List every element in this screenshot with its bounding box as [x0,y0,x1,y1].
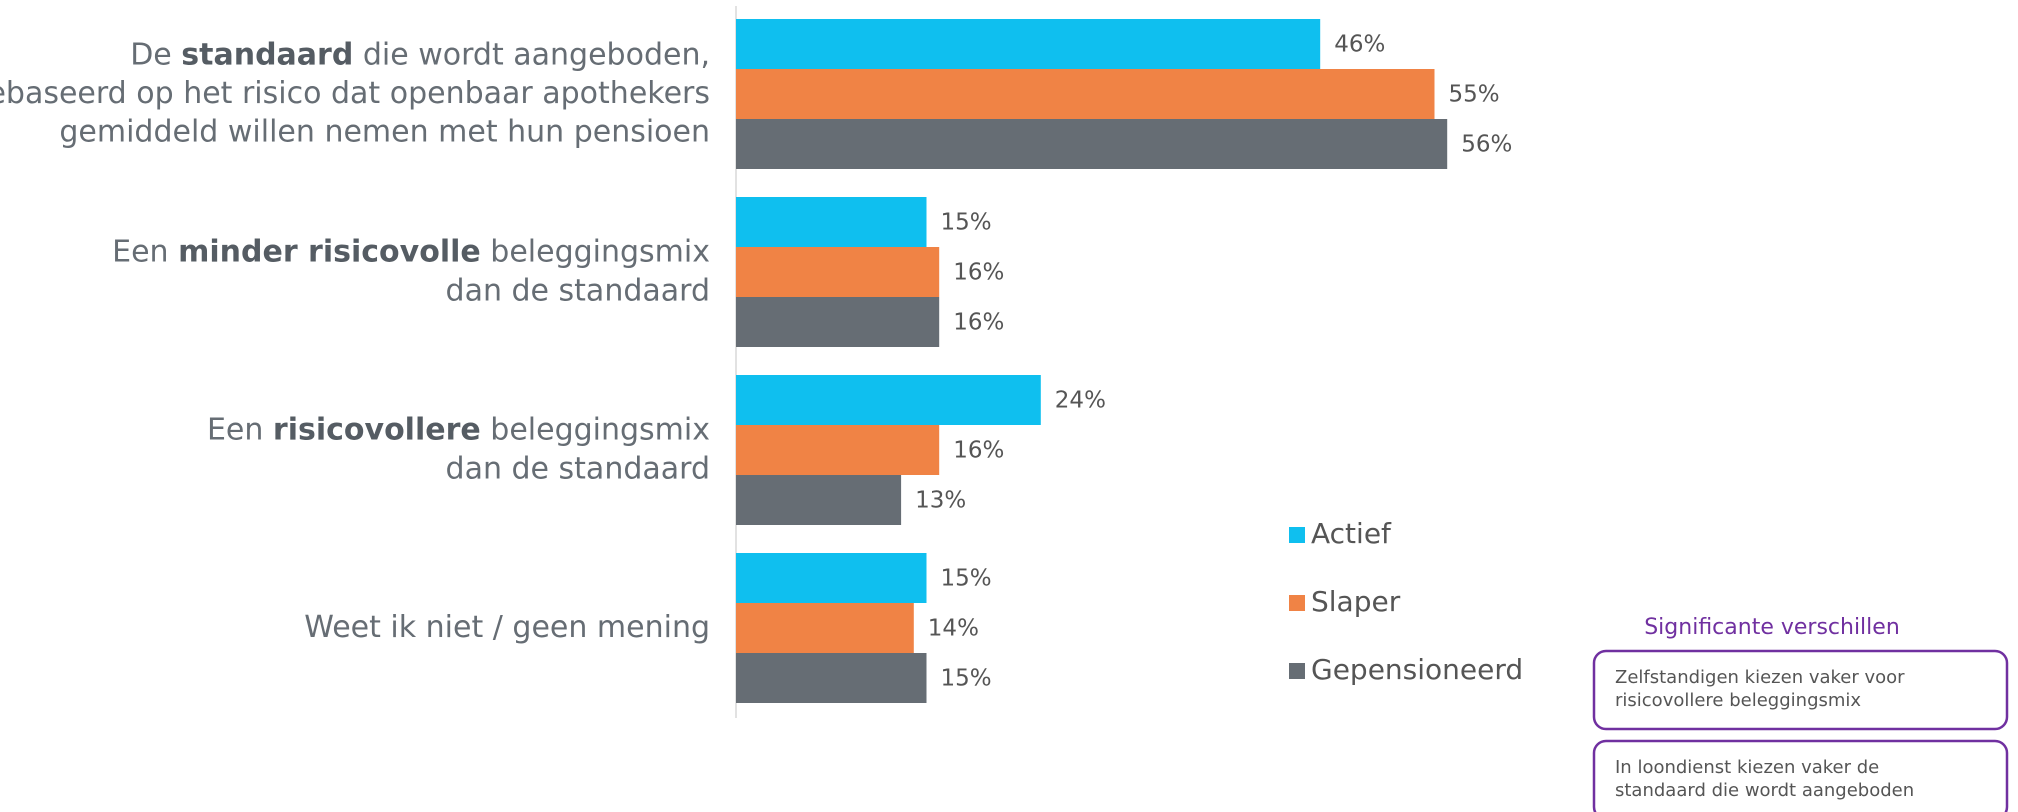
bar [736,297,940,347]
note-text: Zelfstandigen kiezen vaker voor [1615,667,1905,688]
category-label-part: Weet ik niet / geen mening [304,610,710,645]
value-label: 15% [941,666,992,692]
bar [736,375,1041,425]
category-label-part: gebaseerd op het risico dat openbaar apo… [0,76,710,111]
category-label-part: Een [112,234,178,269]
note-box [1592,649,2009,731]
bar [736,603,914,653]
category-label: Een risicovollere beleggingsmix [207,412,710,447]
legend-label: Actief [1311,517,1392,550]
category-label-part: beleggingsmix [481,234,710,269]
category-label-part: standaard [181,37,353,72]
note-text: standaard die wordt aangeboden [1615,780,1914,801]
bar [736,553,927,603]
bar [736,69,1435,119]
bar [736,425,940,475]
value-label: 16% [953,260,1004,286]
notes-title: Significante verschillen [1644,615,1900,640]
bar [736,247,940,297]
note-text: In loondienst kiezen vaker de [1615,757,1879,778]
bar [736,475,902,525]
category-label: gemiddeld willen nemen met hun pensioen [59,114,710,149]
category-label: Weet ik niet / geen mening [304,610,710,645]
category-label-part: beleggingsmix [481,412,710,447]
value-label: 55% [1449,82,1500,108]
category-label: gebaseerd op het risico dat openbaar apo… [0,76,710,111]
category-label-part: minder risicovolle [178,234,481,269]
bar [736,119,1448,169]
value-label: 56% [1461,132,1512,158]
note-box [1592,739,2009,812]
value-label: 46% [1334,32,1385,58]
category-label-part: De [130,37,181,72]
value-label: 24% [1055,388,1106,414]
category-label-part: die wordt aangeboden, [353,37,710,72]
value-label: 13% [915,488,966,514]
legend-label: Gepensioneerd [1311,653,1523,686]
legend-swatch [1289,663,1305,679]
bar [736,653,927,703]
category-label: dan de standaard [446,273,710,308]
legend-swatch [1289,595,1305,611]
value-label: 16% [953,310,1004,336]
category-label-part: gemiddeld willen nemen met hun pensioen [59,114,710,149]
value-label: 15% [941,566,992,592]
bar [736,19,1321,69]
category-label-part: dan de standaard [446,273,710,308]
category-label-part: risicovollere [273,412,481,447]
category-label-part: Een [207,412,273,447]
category-label: dan de standaard [446,451,710,486]
legend-swatch [1289,527,1305,543]
value-label: 16% [953,438,1004,464]
category-label-part: dan de standaard [446,451,710,486]
category-label: Een minder risicovolle beleggingsmix [112,234,710,269]
legend-label: Slaper [1311,585,1401,618]
value-label: 15% [941,210,992,236]
category-label: De standaard die wordt aangeboden, [130,37,710,72]
value-label: 14% [928,616,979,642]
bar [736,197,927,247]
note-text: risicovollere beleggingsmix [1615,690,1861,711]
